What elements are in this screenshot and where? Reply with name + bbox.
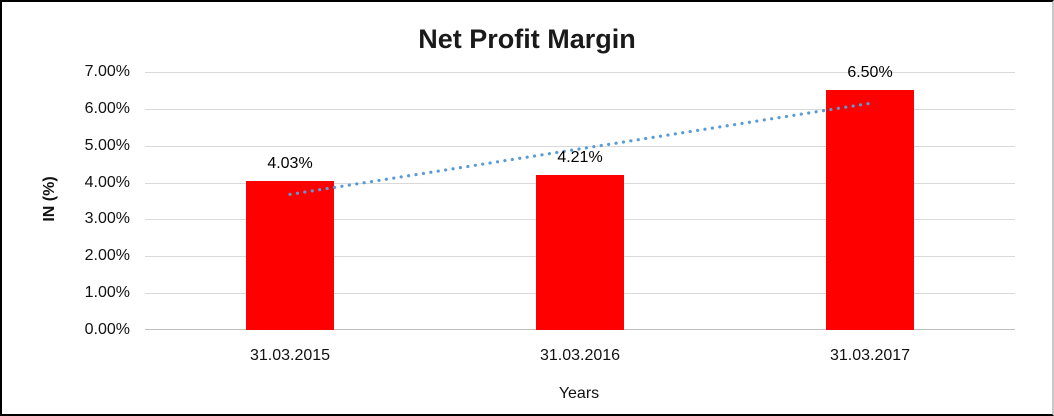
x-tick-label: 31.03.2017 <box>829 347 911 364</box>
trendline <box>288 101 872 196</box>
data-label: 6.50% <box>847 64 893 82</box>
data-label: 4.21% <box>557 148 603 166</box>
y-tick-label: 3.00% <box>84 210 130 228</box>
gridline <box>145 108 1015 110</box>
gridline <box>145 72 1015 73</box>
x-axis-title: Years <box>558 385 600 402</box>
x-tick-label: 31.03.2016 <box>539 347 621 364</box>
gridline <box>145 145 1015 147</box>
y-tick-label: 0.00% <box>84 321 130 338</box>
y-tick-label: 6.00% <box>84 99 130 117</box>
y-tick-label: 1.00% <box>84 284 130 302</box>
y-tick-label: 4.00% <box>84 173 130 191</box>
bar-31.03.2017 <box>826 90 914 330</box>
x-tick-label: 31.03.2015 <box>249 347 331 364</box>
bar-31.03.2016 <box>536 174 624 330</box>
y-tick-label: 5.00% <box>84 136 130 154</box>
chart-title: Net Profit Margin <box>418 24 636 54</box>
bar-31.03.2015 <box>246 181 334 330</box>
plot-area: 4.03% 4.21% 6.50% <box>145 64 1015 330</box>
data-label: 4.03% <box>267 155 313 173</box>
y-tick-label: 2.00% <box>84 247 130 265</box>
y-tick-label: 7.00% <box>84 63 130 80</box>
